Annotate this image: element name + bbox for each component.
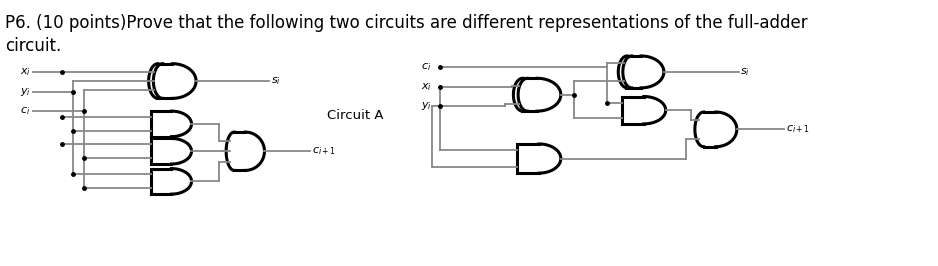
Text: $x_i$: $x_i$	[20, 66, 31, 78]
Text: $c_{i+1}$: $c_{i+1}$	[786, 123, 810, 135]
Text: $c_i$: $c_i$	[20, 105, 30, 117]
Text: $s_i$: $s_i$	[740, 66, 750, 78]
Text: Circuit A: Circuit A	[327, 109, 384, 122]
Text: $c_i$: $c_i$	[421, 61, 431, 73]
Text: $c_{i+1}$: $c_{i+1}$	[311, 145, 336, 157]
Text: P6. (10 points)Prove that the following two circuits are different representatio: P6. (10 points)Prove that the following …	[6, 14, 809, 55]
Text: $x_i$: $x_i$	[421, 81, 432, 93]
Text: $s_i$: $s_i$	[271, 75, 280, 87]
Text: $y_i$: $y_i$	[20, 86, 31, 98]
Text: $y_i$: $y_i$	[421, 100, 432, 112]
